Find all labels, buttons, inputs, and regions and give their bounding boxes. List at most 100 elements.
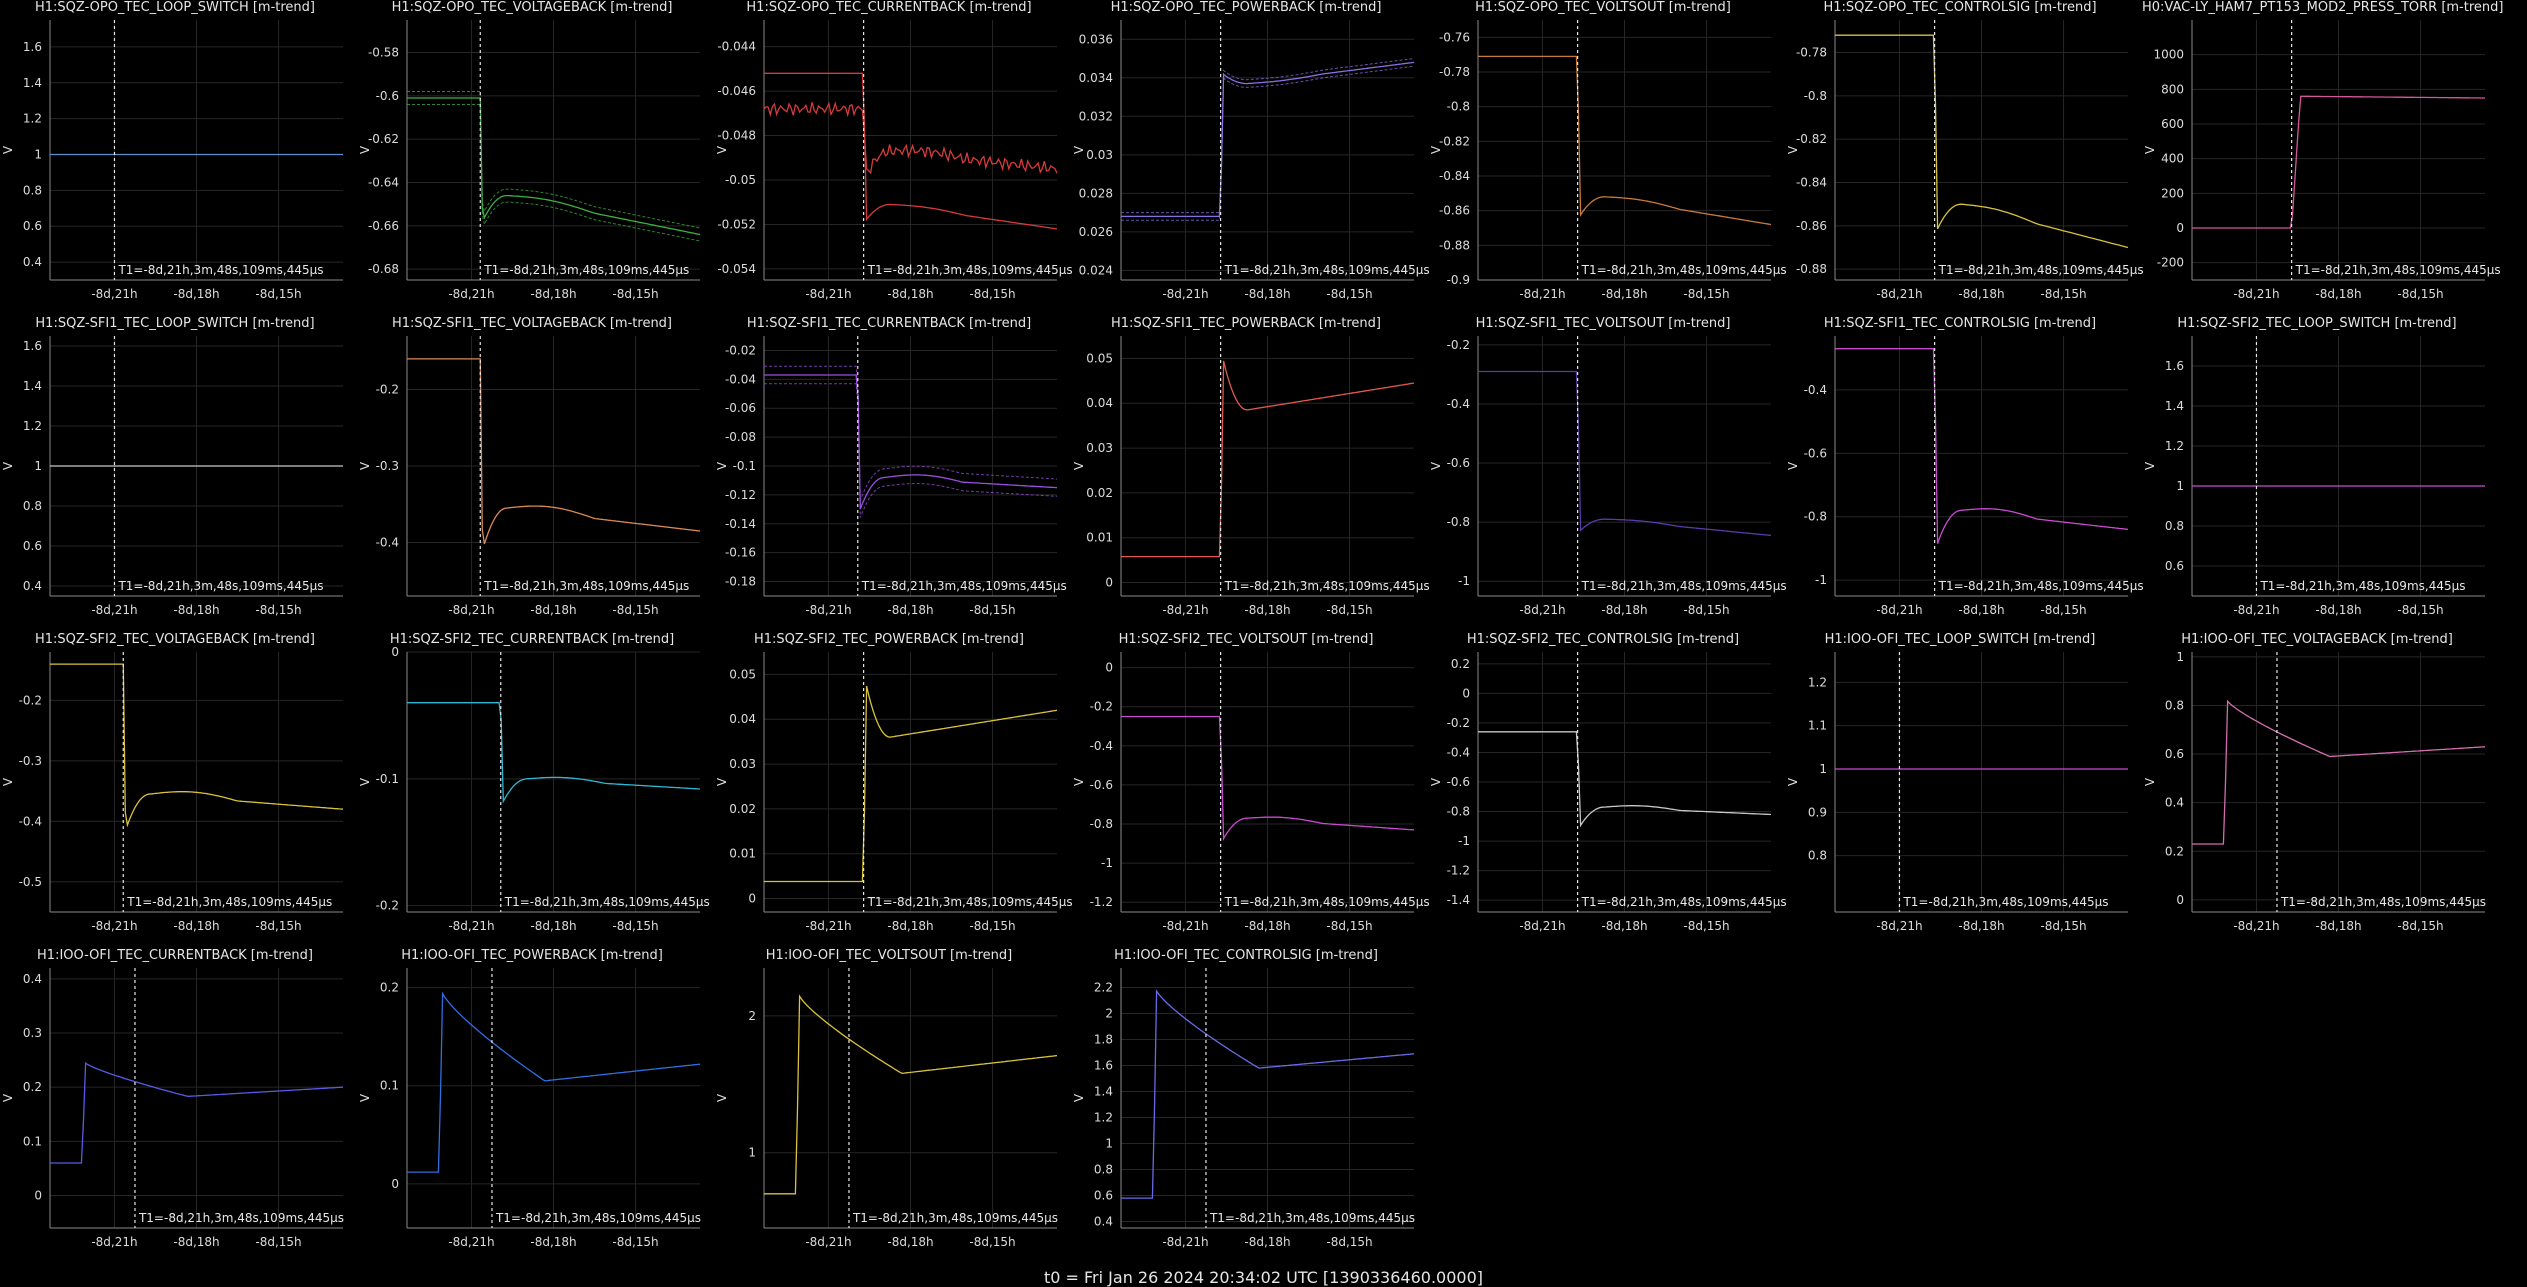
x-tick-label: -8d,21h xyxy=(1519,603,1565,617)
y-axis-label: V xyxy=(358,145,372,154)
y-tick-label: 0.032 xyxy=(1079,109,1113,123)
x-tick-label: -8d,21h xyxy=(1162,919,1208,933)
chart-panel: H0:VAC-LY_HAM7_PT153_MOD2_PRESS_TORR [m-… xyxy=(2142,0,2503,315)
chart-title: H1:IOO-OFI_TEC_LOOP_SWITCH [m-trend] xyxy=(1824,632,2096,647)
chart-panel: H1:IOO-OFI_TEC_VOLTSOUT [m-trend] -8d,21h… xyxy=(714,948,1064,1263)
y-tick-label: 1.4 xyxy=(23,379,42,393)
y-tick-label: 0.03 xyxy=(1086,441,1113,455)
x-tick-label: -8d,18h xyxy=(530,1235,576,1249)
chart-title: H1:IOO-OFI_TEC_CURRENTBACK [m-trend] xyxy=(37,948,313,963)
chart-panel: H1:SQZ-SFI2_TEC_VOLTAGEBACK [m-trend] -8d… xyxy=(0,632,350,947)
cursor-label: T1=-8d,21h,3m,48s,109ms,445μs xyxy=(138,1211,344,1225)
chart-svg: -8d,21h -8d,18h -8d,15h 0 0.1 0.2 0.3 0.4 V T1=-8… xyxy=(1,968,344,1249)
x-tick-label: -8d,15h xyxy=(255,1235,301,1249)
y-tick-label: 1 xyxy=(748,1146,756,1160)
y-tick-label: -0.8 xyxy=(1804,89,1827,103)
y-tick-label: 0 xyxy=(2176,221,2184,235)
chart-panel: H1:IOO-OFI_TEC_CONTROLSIG [m-trend] -8d,2… xyxy=(1071,948,1421,1263)
cursor-label: T1=-8d,21h,3m,48s,109ms,445μs xyxy=(2280,895,2486,909)
y-tick-label: 1.2 xyxy=(2165,439,2184,453)
y-tick-label: 1.6 xyxy=(1094,1059,1113,1073)
chart-svg: -8d,21h -8d,18h -8d,15h 0.6 0.8 1 1.2 1.4 1.6 V T1… xyxy=(2143,336,2485,617)
y-tick-label: 0.02 xyxy=(729,802,756,816)
x-tick-label: -8d,18h xyxy=(1958,919,2004,933)
x-tick-label: -8d,18h xyxy=(1601,287,1647,301)
chart-title: H1:SQZ-SFI2_TEC_VOLTAGEBACK [m-trend] xyxy=(34,632,316,647)
chart-title: H1:SQZ-SFI2_TEC_CURRENTBACK [m-trend] xyxy=(389,632,675,647)
y-tick-label: -1 xyxy=(1101,856,1113,870)
chart-svg: -8d,21h -8d,18h -8d,15h -0.18 -0.16 -0.14 -0.1… xyxy=(715,336,1067,617)
chart-title: H1:SQZ-SFI1_TEC_VOLTSOUT [m-trend] xyxy=(1475,316,1731,331)
y-tick-label: 0.05 xyxy=(1086,351,1113,365)
series-line xyxy=(50,663,344,828)
chart-svg: -8d,21h -8d,18h -8d,15h 0 0.2 0.4 0.6 0.8 1 V T1=-… xyxy=(2143,650,2486,933)
y-tick-label: -0.84 xyxy=(1439,169,1470,183)
cursor-label: T1=-8d,21h,3m,48s,109ms,445μs xyxy=(1224,263,1430,277)
y-tick-label: 1.2 xyxy=(23,419,42,433)
x-tick-label: -8d,21h xyxy=(805,1235,851,1249)
y-axis-label: V xyxy=(1072,461,1086,470)
series-line xyxy=(764,72,1058,230)
series-line xyxy=(1121,989,1415,1199)
y-tick-label: 1.2 xyxy=(23,112,42,126)
y-tick-label: 0.1 xyxy=(380,1079,399,1093)
x-tick-label: -8d,21h xyxy=(448,287,494,301)
cursor-label: T1=-8d,21h,3m,48s,109ms,445μs xyxy=(2259,579,2465,593)
x-tick-label: -8d,18h xyxy=(1244,603,1290,617)
series-line xyxy=(1478,370,1772,537)
chart-title: H1:SQZ-OPO_TEC_VOLTAGEBACK [m-trend] xyxy=(391,0,673,15)
y-tick-label: 1 xyxy=(1819,762,1827,776)
y-tick-label: -0.6 xyxy=(1447,775,1470,789)
chart-title: H1:SQZ-OPO_TEC_LOOP_SWITCH [m-trend] xyxy=(34,0,315,15)
x-tick-label: -8d,18h xyxy=(1244,1235,1290,1249)
x-tick-label: -8d,18h xyxy=(887,919,933,933)
x-tick-label: -8d,15h xyxy=(612,919,658,933)
y-axis-label: V xyxy=(358,461,372,470)
chart-panel: H1:SQZ-SFI2_TEC_CONTROLSIG [m-trend] -8d,… xyxy=(1428,632,1787,947)
x-tick-label: -8d,21h xyxy=(91,603,137,617)
x-tick-label: -8d,18h xyxy=(2315,603,2361,617)
chart-svg: -8d,21h -8d,18h -8d,15h 0.8 0.9 1 1.1 1.2 V T1=-8… xyxy=(1786,652,2128,933)
y-tick-label: -0.16 xyxy=(725,546,756,560)
y-tick-label: 200 xyxy=(2161,186,2184,200)
chart-svg: -8d,21h -8d,18h -8d,15h 0 0.01 0.02 0.03 0.04 0.… xyxy=(715,652,1073,933)
y-tick-label: 0.6 xyxy=(2165,747,2184,761)
y-tick-label: 0.4 xyxy=(23,579,42,593)
chart-title: H1:IOO-OFI_TEC_POWERBACK [m-trend] xyxy=(401,948,663,963)
x-tick-label: -8d,15h xyxy=(1326,919,1372,933)
chart-panel: H1:SQZ-SFI2_TEC_POWERBACK [m-trend] -8d,2… xyxy=(714,632,1073,947)
y-tick-label: 1.6 xyxy=(2165,359,2184,373)
x-tick-label: -8d,21h xyxy=(91,919,137,933)
y-tick-label: -0.4 xyxy=(376,535,399,549)
chart-title: H1:SQZ-SFI2_TEC_VOLTSOUT [m-trend] xyxy=(1118,632,1374,647)
y-tick-label: 0.028 xyxy=(1079,186,1113,200)
y-tick-label: 0.4 xyxy=(23,255,42,269)
chart-title: H1:SQZ-SFI1_TEC_LOOP_SWITCH [m-trend] xyxy=(35,316,315,331)
chart-panel: H1:IOO-OFI_TEC_CURRENTBACK [m-trend] -8d,… xyxy=(0,948,350,1263)
y-axis-label: V xyxy=(715,777,729,786)
chart-title: H1:SQZ-SFI1_TEC_VOLTAGEBACK [m-trend] xyxy=(391,316,673,331)
y-tick-label: 0.024 xyxy=(1079,263,1113,277)
y-axis-label: V xyxy=(1,461,15,470)
series-line xyxy=(764,685,1058,883)
x-tick-label: -8d,18h xyxy=(530,919,576,933)
y-axis-label: V xyxy=(2143,461,2157,470)
cursor-label: T1=-8d,21h,3m,48s,109ms,445μs xyxy=(1209,1211,1415,1225)
y-tick-label: 1.4 xyxy=(2165,399,2184,413)
y-tick-label: 800 xyxy=(2161,82,2184,96)
chart-title: H1:IOO-OFI_TEC_VOLTAGEBACK [m-trend] xyxy=(2181,632,2453,647)
y-tick-label: 0 xyxy=(1105,661,1113,675)
y-tick-label: 0.4 xyxy=(23,972,42,986)
cursor-label: T1=-8d,21h,3m,48s,109ms,445μs xyxy=(504,895,710,909)
y-tick-label: 0.05 xyxy=(729,667,756,681)
y-tick-label: -0.68 xyxy=(368,262,399,276)
y-tick-label: -0.048 xyxy=(717,129,756,143)
time-reference-footer: t0 = Fri Jan 26 2024 20:34:02 UTC [13903… xyxy=(1043,1268,1483,1287)
chart-title: H1:SQZ-SFI1_TEC_CONTROLSIG [m-trend] xyxy=(1823,316,2097,331)
y-tick-label: -0.14 xyxy=(725,517,756,531)
y-tick-label: 0.4 xyxy=(2165,796,2184,810)
x-tick-label: -8d,21h xyxy=(2233,603,2279,617)
x-tick-label: -8d,21h xyxy=(448,919,494,933)
series-line xyxy=(1835,34,2129,249)
x-tick-label: -8d,15h xyxy=(255,603,301,617)
